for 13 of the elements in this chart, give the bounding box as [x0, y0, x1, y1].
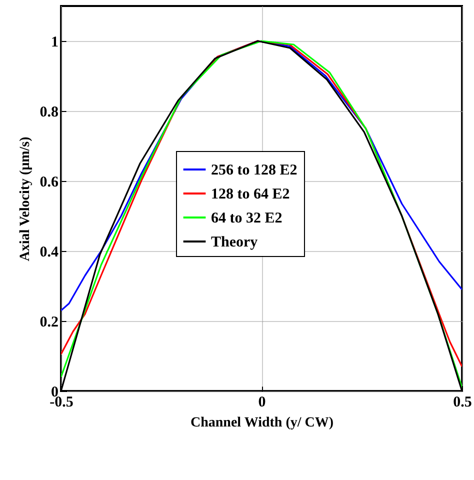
legend-label: 64 to 32 E2 [211, 210, 282, 226]
y-axis-title: Axial Velocity (μm/s) [18, 136, 33, 262]
y-tick-label: 1 [51, 34, 58, 50]
y-tick-label: 0.2 [40, 314, 58, 330]
legend-label: 256 to 128 E2 [211, 162, 298, 178]
x-axis-title: Channel Width (y/ CW) [190, 416, 334, 430]
y-tick-label: 0.6 [40, 174, 59, 190]
x-tick-label: 0 [258, 394, 266, 410]
x-tick-label: 0.5 [453, 394, 472, 410]
legend-label: Theory [211, 234, 258, 250]
y-tick-label: 0.8 [40, 104, 58, 120]
legend-label: 128 to 64 E2 [211, 186, 290, 202]
y-tick-label: 0.4 [40, 244, 59, 260]
